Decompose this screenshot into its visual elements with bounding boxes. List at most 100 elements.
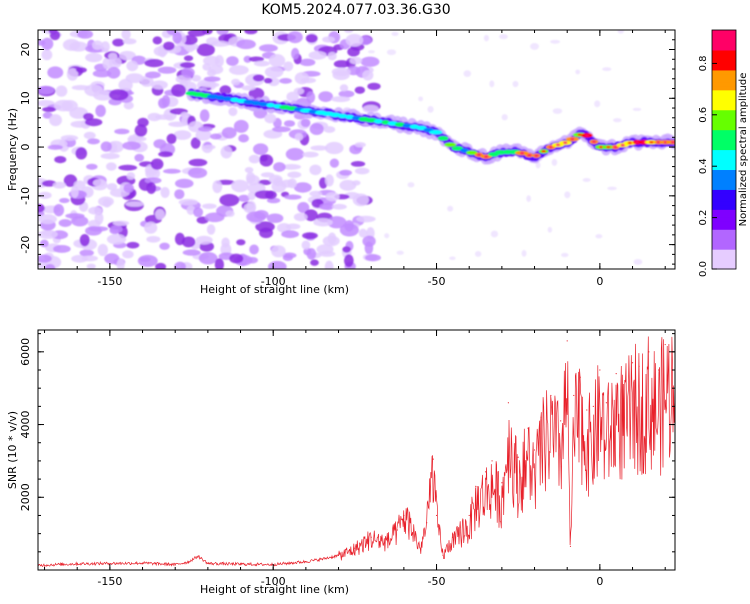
ridge-core	[466, 150, 478, 155]
noise-blob	[561, 252, 569, 258]
colorbar-segment	[712, 33, 736, 39]
ridge-core	[216, 95, 225, 100]
noise-blob	[63, 174, 78, 187]
snr-data-point	[658, 369, 660, 371]
noise-blob	[327, 51, 337, 61]
noise-blob	[60, 134, 79, 141]
noise-blob	[182, 249, 201, 256]
noise-blob	[208, 64, 224, 75]
noise-blob	[396, 250, 404, 255]
colorbar: 0.0 0.2 0.4 0.6 0.8 Normalized spectral ampli…	[698, 29, 749, 277]
ridge-core	[444, 142, 457, 147]
noise-blob	[284, 194, 302, 200]
noise-blob	[607, 186, 617, 191]
y-tick-label: 4000	[19, 411, 32, 439]
snr-data-point	[174, 563, 176, 566]
x-tick-label: -50	[428, 275, 446, 288]
snr-data-point	[435, 514, 438, 517]
colorbar-tick-label: 0.4	[698, 158, 709, 174]
noise-blob	[254, 210, 269, 220]
ridge-peak	[541, 150, 546, 153]
noise-blob	[206, 224, 216, 235]
noise-blob	[100, 141, 112, 152]
snr-data-point	[599, 369, 601, 371]
noise-blob	[238, 134, 249, 143]
noise-blob	[253, 143, 269, 156]
snr-data-point	[507, 402, 509, 404]
noise-blob	[356, 215, 376, 223]
noise-blob	[123, 183, 135, 193]
x-axis-label: Height of straight line (km)	[200, 583, 349, 596]
noise-blob	[104, 253, 120, 265]
noise-blob	[106, 66, 121, 79]
noise-blob	[499, 34, 508, 40]
noise-blob	[214, 258, 225, 269]
noise-blob	[350, 161, 366, 167]
noise-blob	[324, 260, 334, 269]
snr-data-point	[491, 460, 493, 462]
noise-blob	[319, 250, 336, 257]
noise-blob	[259, 44, 278, 52]
noise-blob	[58, 219, 72, 227]
noise-blob	[333, 60, 350, 68]
snr-data-point	[442, 554, 444, 557]
noise-blob	[92, 40, 103, 51]
noise-blob	[144, 177, 162, 184]
noise-blob	[564, 191, 571, 199]
noise-blob	[83, 131, 96, 140]
noise-blob	[302, 151, 319, 158]
noise-blob	[407, 182, 415, 188]
noise-blob	[198, 252, 218, 265]
ridge-peak	[649, 140, 654, 144]
spectrogram-image	[38, 30, 675, 269]
noise-blob	[550, 39, 561, 44]
noise-blob	[318, 91, 333, 102]
ridge-peak	[555, 143, 561, 147]
noise-blob	[53, 245, 71, 253]
noise-blob	[70, 185, 79, 199]
noise-blob	[116, 258, 125, 269]
colorbar-segment	[712, 153, 736, 159]
noise-blob	[181, 236, 196, 248]
noise-blob	[86, 263, 96, 269]
colorbar-segment	[712, 89, 736, 95]
noise-blob	[145, 71, 161, 79]
noise-blob	[97, 243, 108, 257]
noise-blob	[158, 151, 173, 158]
noise-blob	[126, 172, 136, 180]
ridge-peak	[519, 151, 525, 155]
noise-blob	[123, 101, 134, 110]
noise-blob	[263, 77, 273, 84]
noise-blob	[188, 158, 208, 167]
colorbar-segment	[712, 169, 736, 174]
colorbar-segment	[712, 261, 736, 266]
noise-blob	[198, 126, 213, 132]
noise-blob	[339, 84, 349, 92]
snr-data-point	[664, 343, 666, 346]
ridge-peak	[570, 137, 575, 141]
noise-blob	[219, 85, 232, 96]
noise-blob	[86, 163, 98, 170]
colorbar-segment	[712, 45, 736, 51]
noise-blob	[521, 250, 527, 257]
noise-blob	[248, 56, 265, 62]
x-tick-label: -50	[428, 575, 446, 588]
noise-blob	[81, 255, 98, 262]
noise-blob	[206, 37, 219, 46]
snr-data-point	[432, 458, 434, 460]
noise-blob	[118, 78, 133, 92]
noise-blob	[291, 47, 300, 60]
noise-blob	[285, 223, 301, 230]
noise-blob	[105, 162, 117, 171]
ridge-core	[345, 114, 355, 120]
noise-blob	[212, 180, 223, 194]
noise-blob	[171, 84, 186, 97]
noise-blob	[137, 254, 158, 267]
noise-blob	[47, 144, 63, 150]
noise-blob	[293, 87, 305, 95]
noise-blob	[85, 226, 102, 236]
noise-blob	[246, 200, 257, 214]
noise-blob	[174, 189, 185, 200]
snr-data-point	[109, 562, 111, 565]
